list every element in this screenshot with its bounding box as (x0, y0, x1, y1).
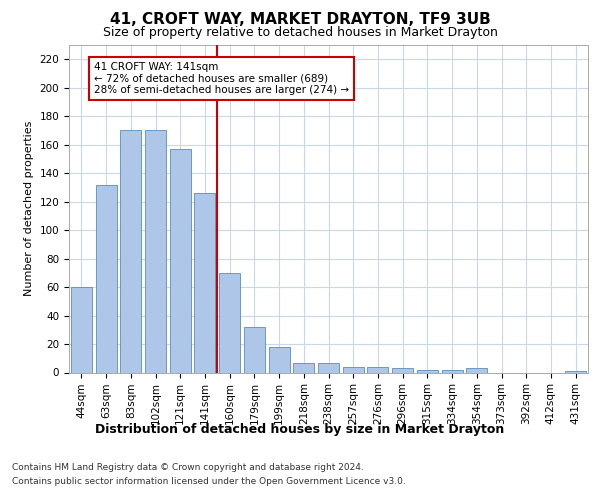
Bar (194, 193, 215, 372)
Text: Contains HM Land Registry data © Crown copyright and database right 2024.: Contains HM Land Registry data © Crown c… (12, 462, 364, 471)
Bar (417, 370, 438, 372)
Bar (318, 362, 339, 372)
Text: 41, CROFT WAY, MARKET DRAYTON, TF9 3UB: 41, CROFT WAY, MARKET DRAYTON, TF9 3UB (110, 12, 490, 28)
Bar (170, 149, 191, 372)
Bar (565, 371, 586, 372)
Bar (293, 362, 314, 372)
Bar (219, 273, 240, 372)
Bar (145, 130, 166, 372)
Bar (120, 130, 141, 372)
Text: Size of property relative to detached houses in Market Drayton: Size of property relative to detached ho… (103, 26, 497, 39)
Y-axis label: Number of detached properties: Number of detached properties (24, 121, 34, 296)
Bar (392, 368, 413, 372)
Bar (244, 327, 265, 372)
Bar (343, 367, 364, 372)
Bar (269, 347, 290, 372)
Bar (71, 287, 92, 372)
Text: Contains public sector information licensed under the Open Government Licence v3: Contains public sector information licen… (12, 478, 406, 486)
Text: Distribution of detached houses by size in Market Drayton: Distribution of detached houses by size … (95, 422, 505, 436)
Bar (367, 367, 388, 372)
Bar (442, 370, 463, 372)
Text: 41 CROFT WAY: 141sqm
← 72% of detached houses are smaller (689)
28% of semi-deta: 41 CROFT WAY: 141sqm ← 72% of detached h… (94, 62, 349, 96)
Bar (466, 368, 487, 372)
Bar (95, 184, 116, 372)
